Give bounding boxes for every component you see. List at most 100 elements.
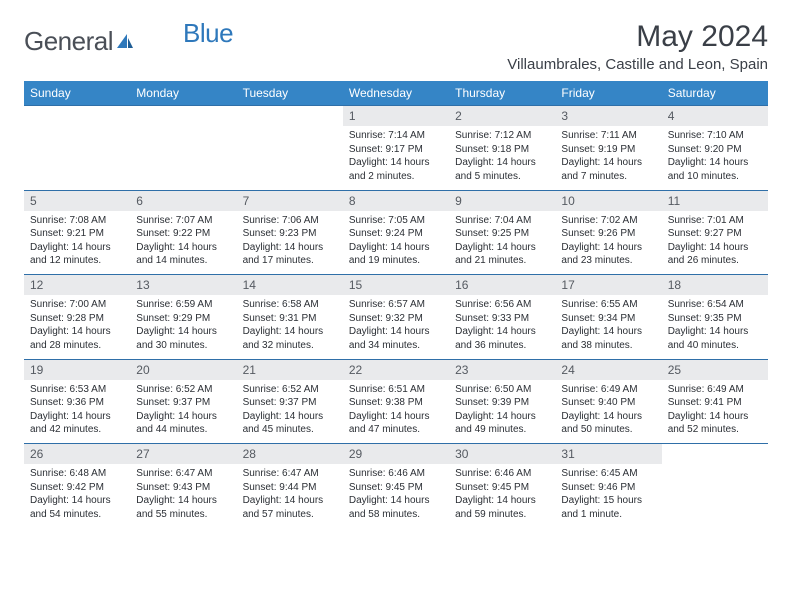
- day-number-cell: 14: [237, 275, 343, 296]
- sunset-line: Sunset: 9:37 PM: [243, 396, 337, 410]
- sunset-line: Sunset: 9:33 PM: [455, 312, 549, 326]
- day-number-cell: 3: [555, 106, 661, 127]
- day-content-cell: Sunrise: 6:52 AMSunset: 9:37 PMDaylight:…: [237, 380, 343, 444]
- day-content-cell: Sunrise: 6:45 AMSunset: 9:46 PMDaylight:…: [555, 464, 661, 528]
- day-content-cell: Sunrise: 6:49 AMSunset: 9:40 PMDaylight:…: [555, 380, 661, 444]
- daylight-line: Daylight: 14 hours and 10 minutes.: [668, 156, 762, 183]
- day-number-cell: 10: [555, 190, 661, 211]
- sunset-line: Sunset: 9:43 PM: [136, 481, 230, 495]
- daylight-line: Daylight: 14 hours and 55 minutes.: [136, 494, 230, 521]
- daylight-line: Daylight: 14 hours and 2 minutes.: [349, 156, 443, 183]
- sunset-line: Sunset: 9:24 PM: [349, 227, 443, 241]
- brand-logo: General Blue: [24, 20, 233, 57]
- title-block: May 2024 Villaumbrales, Castille and Leo…: [507, 20, 768, 73]
- sunset-line: Sunset: 9:26 PM: [561, 227, 655, 241]
- sunrise-line: Sunrise: 7:05 AM: [349, 214, 443, 228]
- daylight-line: Daylight: 14 hours and 7 minutes.: [561, 156, 655, 183]
- day-number-row: 19202122232425: [24, 359, 768, 380]
- sunset-line: Sunset: 9:21 PM: [30, 227, 124, 241]
- sunrise-line: Sunrise: 7:14 AM: [349, 129, 443, 143]
- daylight-line: Daylight: 14 hours and 42 minutes.: [30, 410, 124, 437]
- sunrise-line: Sunrise: 7:07 AM: [136, 214, 230, 228]
- sunset-line: Sunset: 9:22 PM: [136, 227, 230, 241]
- day-content-cell: Sunrise: 7:06 AMSunset: 9:23 PMDaylight:…: [237, 211, 343, 275]
- day-content-cell: [130, 126, 236, 190]
- day-number-cell: 6: [130, 190, 236, 211]
- sunset-line: Sunset: 9:29 PM: [136, 312, 230, 326]
- daylight-line: Daylight: 14 hours and 34 minutes.: [349, 325, 443, 352]
- daylight-line: Daylight: 14 hours and 17 minutes.: [243, 241, 337, 268]
- sunrise-line: Sunrise: 6:46 AM: [349, 467, 443, 481]
- day-content-cell: Sunrise: 6:56 AMSunset: 9:33 PMDaylight:…: [449, 295, 555, 359]
- sunrise-line: Sunrise: 7:11 AM: [561, 129, 655, 143]
- sunset-line: Sunset: 9:44 PM: [243, 481, 337, 495]
- sunset-line: Sunset: 9:45 PM: [349, 481, 443, 495]
- logo-sail-icon: [115, 32, 135, 50]
- sunset-line: Sunset: 9:23 PM: [243, 227, 337, 241]
- day-number-cell: 12: [24, 275, 130, 296]
- daylight-line: Daylight: 14 hours and 49 minutes.: [455, 410, 549, 437]
- day-number-cell: 24: [555, 359, 661, 380]
- daylight-line: Daylight: 14 hours and 32 minutes.: [243, 325, 337, 352]
- daylight-line: Daylight: 14 hours and 50 minutes.: [561, 410, 655, 437]
- daylight-line: Daylight: 14 hours and 57 minutes.: [243, 494, 337, 521]
- sunset-line: Sunset: 9:17 PM: [349, 143, 443, 157]
- day-content-cell: Sunrise: 6:58 AMSunset: 9:31 PMDaylight:…: [237, 295, 343, 359]
- daylight-line: Daylight: 14 hours and 40 minutes.: [668, 325, 762, 352]
- day-number-cell: 2: [449, 106, 555, 127]
- daylight-line: Daylight: 14 hours and 44 minutes.: [136, 410, 230, 437]
- weekday-header-row: Sunday Monday Tuesday Wednesday Thursday…: [24, 81, 768, 106]
- day-number-cell: [662, 444, 768, 465]
- day-number-cell: 11: [662, 190, 768, 211]
- day-number-cell: 29: [343, 444, 449, 465]
- day-content-row: Sunrise: 7:08 AMSunset: 9:21 PMDaylight:…: [24, 211, 768, 275]
- day-content-cell: Sunrise: 6:57 AMSunset: 9:32 PMDaylight:…: [343, 295, 449, 359]
- sunset-line: Sunset: 9:28 PM: [30, 312, 124, 326]
- day-content-cell: Sunrise: 6:46 AMSunset: 9:45 PMDaylight:…: [343, 464, 449, 528]
- sunset-line: Sunset: 9:41 PM: [668, 396, 762, 410]
- daylight-line: Daylight: 14 hours and 59 minutes.: [455, 494, 549, 521]
- day-number-cell: 15: [343, 275, 449, 296]
- daylight-line: Daylight: 14 hours and 19 minutes.: [349, 241, 443, 268]
- sunset-line: Sunset: 9:42 PM: [30, 481, 124, 495]
- sunset-line: Sunset: 9:34 PM: [561, 312, 655, 326]
- sunrise-line: Sunrise: 6:55 AM: [561, 298, 655, 312]
- daylight-line: Daylight: 14 hours and 14 minutes.: [136, 241, 230, 268]
- day-number-cell: 22: [343, 359, 449, 380]
- day-number-cell: 17: [555, 275, 661, 296]
- daylight-line: Daylight: 14 hours and 54 minutes.: [30, 494, 124, 521]
- day-number-cell: [237, 106, 343, 127]
- day-content-cell: Sunrise: 7:10 AMSunset: 9:20 PMDaylight:…: [662, 126, 768, 190]
- sunrise-line: Sunrise: 6:54 AM: [668, 298, 762, 312]
- day-content-cell: Sunrise: 6:54 AMSunset: 9:35 PMDaylight:…: [662, 295, 768, 359]
- day-number-cell: 4: [662, 106, 768, 127]
- brand-part2: Blue: [183, 18, 233, 49]
- day-number-cell: 21: [237, 359, 343, 380]
- sunrise-line: Sunrise: 6:45 AM: [561, 467, 655, 481]
- day-content-cell: Sunrise: 6:53 AMSunset: 9:36 PMDaylight:…: [24, 380, 130, 444]
- day-number-row: 1234: [24, 106, 768, 127]
- sunset-line: Sunset: 9:38 PM: [349, 396, 443, 410]
- day-content-cell: Sunrise: 7:14 AMSunset: 9:17 PMDaylight:…: [343, 126, 449, 190]
- day-content-cell: [24, 126, 130, 190]
- sunset-line: Sunset: 9:18 PM: [455, 143, 549, 157]
- day-number-cell: [24, 106, 130, 127]
- daylight-line: Daylight: 14 hours and 38 minutes.: [561, 325, 655, 352]
- sunrise-line: Sunrise: 6:47 AM: [136, 467, 230, 481]
- day-number-cell: 18: [662, 275, 768, 296]
- day-number-cell: 7: [237, 190, 343, 211]
- sunset-line: Sunset: 9:45 PM: [455, 481, 549, 495]
- sunrise-line: Sunrise: 7:10 AM: [668, 129, 762, 143]
- day-content-cell: Sunrise: 6:52 AMSunset: 9:37 PMDaylight:…: [130, 380, 236, 444]
- sunset-line: Sunset: 9:36 PM: [30, 396, 124, 410]
- day-number-row: 12131415161718: [24, 275, 768, 296]
- day-content-cell: Sunrise: 7:00 AMSunset: 9:28 PMDaylight:…: [24, 295, 130, 359]
- day-content-row: Sunrise: 6:53 AMSunset: 9:36 PMDaylight:…: [24, 380, 768, 444]
- daylight-line: Daylight: 14 hours and 36 minutes.: [455, 325, 549, 352]
- daylight-line: Daylight: 14 hours and 45 minutes.: [243, 410, 337, 437]
- day-number-cell: 23: [449, 359, 555, 380]
- sunrise-line: Sunrise: 6:52 AM: [243, 383, 337, 397]
- day-number-row: 262728293031: [24, 444, 768, 465]
- daylight-line: Daylight: 14 hours and 30 minutes.: [136, 325, 230, 352]
- sunset-line: Sunset: 9:25 PM: [455, 227, 549, 241]
